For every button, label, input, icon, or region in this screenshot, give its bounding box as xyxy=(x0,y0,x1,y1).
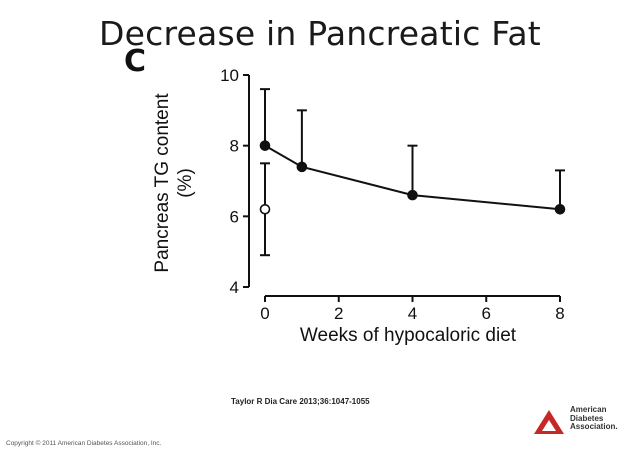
citation: Taylor R Dia Care 2013;36:1047-1055 xyxy=(231,397,370,406)
series-line xyxy=(264,144,561,211)
x-axis-label: Weeks of hypocaloric diet xyxy=(300,325,517,346)
y-tick-label: 4 xyxy=(230,278,239,297)
data-point-filled xyxy=(259,140,271,151)
data-point-filled xyxy=(296,161,308,173)
y-tick-label: 10 xyxy=(220,66,239,85)
y-tick-label: 8 xyxy=(230,137,239,156)
x-tick-label: 8 xyxy=(555,304,564,323)
line-chart: 4 6 8 10 0 2 4 6 8 Weeks of hypocaloric diet Pan… xyxy=(152,66,566,346)
data-point-open xyxy=(259,203,271,215)
x-tick-label: 4 xyxy=(408,304,417,323)
x-tick-label: 6 xyxy=(482,304,491,323)
logo-text-line1: American xyxy=(570,405,607,414)
x-tick-label: 2 xyxy=(334,304,343,323)
panel-letter: C xyxy=(124,44,147,79)
data-point-filled xyxy=(554,203,566,215)
y-axis-label-line1: Pancreas TG content xyxy=(152,93,173,273)
ada-triangle-icon xyxy=(534,410,564,434)
slide-title: Decrease in Pancreatic Fat xyxy=(99,14,541,53)
data-point-filled xyxy=(407,189,418,201)
y-axis-label-line2: (%) xyxy=(175,168,196,198)
ada-logo-text: American Diabetes Association. xyxy=(570,405,618,432)
y-tick-label: 6 xyxy=(230,207,239,226)
logo-text-line2: Diabetes xyxy=(570,413,604,423)
ada-logo: American Diabetes Association. xyxy=(532,405,632,436)
x-tick-label: 0 xyxy=(260,304,269,323)
logo-text-line3: Association. xyxy=(570,422,618,431)
copyright-notice: Copyright © 2011 American Diabetes Assoc… xyxy=(6,440,162,447)
